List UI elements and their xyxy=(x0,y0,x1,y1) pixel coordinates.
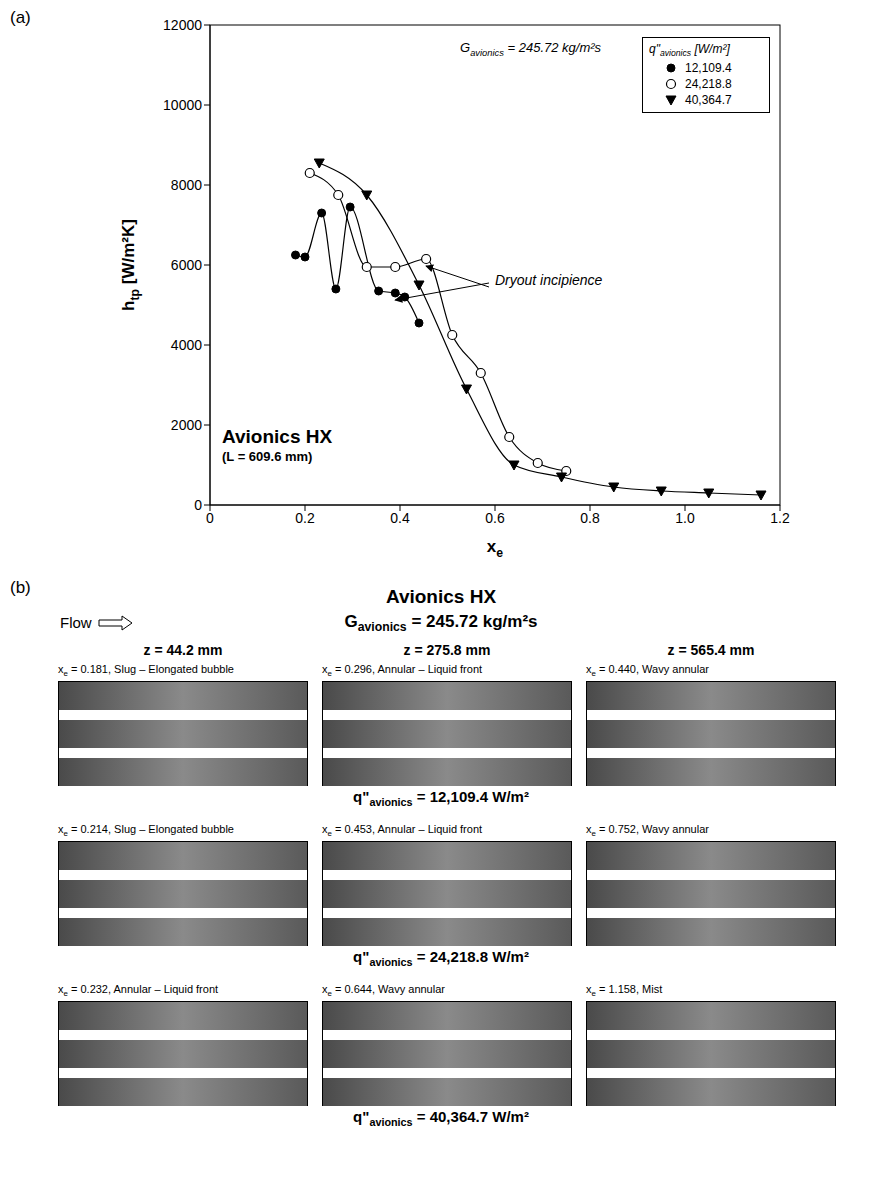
html-text:xe= 1.158, Mist: xe= 1.158, Mist xyxy=(586,983,663,999)
svg-text:0.8: 0.8 xyxy=(580,510,600,526)
svg-text:htp [W/m²K]: htp [W/m²K] xyxy=(119,219,142,311)
html-text:24,218.8: 24,218.8 xyxy=(685,77,732,92)
html-text:Flow: Flow xyxy=(60,614,92,631)
svg-text:4000: 4000 xyxy=(171,337,202,353)
html-text:xe= 0.232, Annular – Liquid fr: xe= 0.232, Annular – Liquid front xyxy=(58,983,219,999)
svg-text:6000: 6000 xyxy=(171,257,202,273)
html-text:xe= 0.644, Wavy annular: xe= 0.644, Wavy annular xyxy=(322,983,445,999)
html-text:q"avionics[W/m²]: q"avionics[W/m²] xyxy=(649,42,730,59)
html-text:(a): (a) xyxy=(10,8,31,27)
html-text:q"avionics= 24,218.8 W/m²: q"avionics= 24,218.8 W/m² xyxy=(353,948,529,968)
svg-text:0: 0 xyxy=(206,510,214,526)
html-text:z = 275.8 mm: z = 275.8 mm xyxy=(403,642,491,658)
svg-text:1.2: 1.2 xyxy=(770,510,790,526)
svg-text:0: 0 xyxy=(194,497,202,513)
html-text:xe= 0.214, Slug – Elongated bu: xe= 0.214, Slug – Elongated bubble xyxy=(58,823,234,839)
html-text:xe= 0.181, Slug – Elongated bu: xe= 0.181, Slug – Elongated bubble xyxy=(58,663,234,679)
html-text:40,364.7: 40,364.7 xyxy=(685,93,732,108)
svg-text:10000: 10000 xyxy=(163,97,202,113)
svg-text:0.2: 0.2 xyxy=(295,510,315,526)
svg-text:0.6: 0.6 xyxy=(485,510,505,526)
html-text:xe= 0.296, Annular – Liquid fr: xe= 0.296, Annular – Liquid front xyxy=(322,663,483,679)
html-text:z = 565.4 mm: z = 565.4 mm xyxy=(667,642,755,658)
svg-text:(L = 609.6 mm): (L = 609.6 mm) xyxy=(222,449,312,464)
html-text:q"avionics= 40,364.7 W/m²: q"avionics= 40,364.7 W/m² xyxy=(353,1108,529,1128)
html-text:12,109.4: 12,109.4 xyxy=(685,61,732,76)
svg-text:xe: xe xyxy=(487,537,503,560)
svg-text:12000: 12000 xyxy=(163,17,202,33)
svg-text:2000: 2000 xyxy=(171,417,202,433)
html-text:z = 44.2 mm: z = 44.2 mm xyxy=(143,642,223,658)
html-text:Avionics HX: Avionics HX xyxy=(385,586,497,607)
html-text:(b): (b) xyxy=(10,578,31,597)
html-text:xe= 0.453, Annular – Liquid fr: xe= 0.453, Annular – Liquid front xyxy=(322,823,483,839)
html-text:Gavionics= 245.72 kg/m²s: Gavionics= 245.72 kg/m²s xyxy=(344,612,538,635)
svg-text:Dryout incipience: Dryout incipience xyxy=(495,272,603,288)
svg-text:1.0: 1.0 xyxy=(675,510,695,526)
html-text:q"avionics= 12,109.4 W/m²: q"avionics= 12,109.4 W/m² xyxy=(353,788,529,808)
svg-text:Gavionics = 245.72 kg/m²s: Gavionics = 245.72 kg/m²s xyxy=(460,40,602,58)
html-text:xe= 0.752, Wavy annular: xe= 0.752, Wavy annular xyxy=(586,823,709,839)
svg-text:8000: 8000 xyxy=(171,177,202,193)
svg-text:0.4: 0.4 xyxy=(390,510,410,526)
html-text:xe= 0.440, Wavy annular: xe= 0.440, Wavy annular xyxy=(586,663,709,679)
svg-text:Avionics HX: Avionics HX xyxy=(222,426,332,447)
